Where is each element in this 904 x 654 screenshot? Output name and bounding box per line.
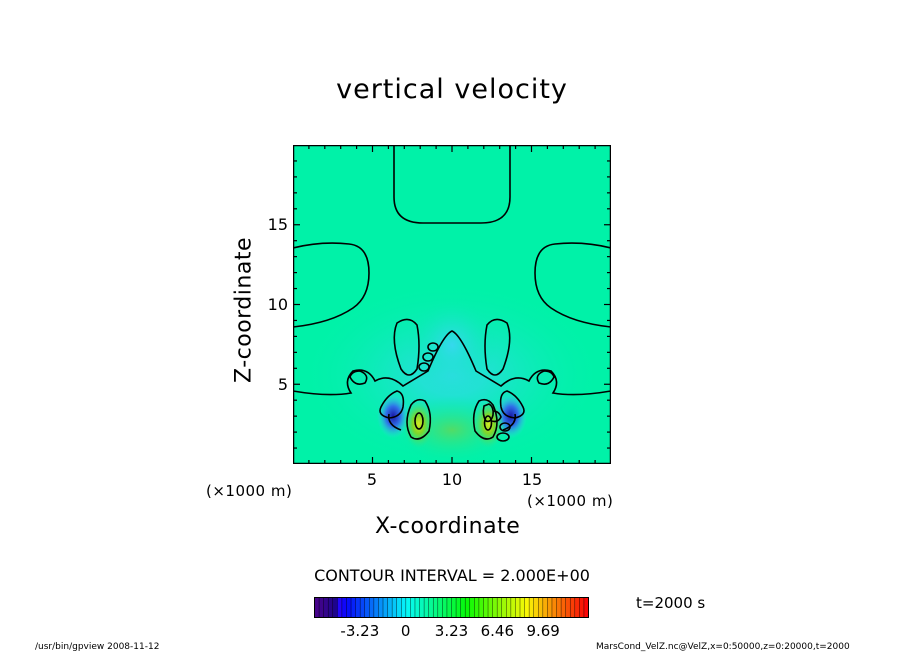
colorbar-cell [574, 597, 580, 618]
colorbar-cell [469, 597, 475, 618]
x-axis-label: X-coordinate [375, 514, 521, 539]
colorbar-cell [323, 597, 329, 618]
colorbar [314, 597, 589, 618]
chart-title: vertical velocity [336, 74, 568, 105]
colorbar-cell [583, 597, 589, 618]
colorbar-cell [328, 597, 334, 618]
colorbar-cell [547, 597, 553, 618]
colorbar-cell [428, 597, 434, 618]
footer-left: /usr/bin/gpview 2008-11-12 [35, 642, 160, 652]
colorbar-tick-label: 0 [400, 622, 411, 640]
x-tick-label: 15 [521, 470, 543, 489]
x-tick-label: 10 [441, 470, 463, 489]
contour-lines [293, 145, 611, 442]
colorbar-cell [446, 597, 452, 618]
colorbar-cell [483, 597, 489, 618]
x-tick-label: 5 [366, 470, 378, 489]
colorbar-cell [405, 597, 411, 618]
colorbar-cell [510, 597, 516, 618]
colorbar-cell [565, 597, 571, 618]
colorbar-cell [529, 597, 535, 618]
downdraft-core [377, 394, 410, 439]
colorbar-cell [561, 597, 567, 618]
colorbar-cell [456, 597, 462, 618]
colorbar-cell [437, 597, 443, 618]
colorbar-tick-label: 3.23 [434, 622, 469, 640]
y-axis-label: Z-coordinate [231, 237, 257, 383]
colorbar-cell [319, 597, 325, 618]
plot-area [293, 145, 611, 464]
axis-ticks [293, 145, 611, 464]
colorbar-cell [524, 597, 530, 618]
colorbar-cell [506, 597, 512, 618]
y-tick-label: 10 [267, 295, 288, 314]
colorbar-cell [442, 597, 448, 618]
feature-layer [297, 280, 607, 464]
colorbar-cell [533, 597, 539, 618]
colorbar-cell [392, 597, 398, 618]
colorbar-cell [488, 597, 494, 618]
colorbar-cells [314, 597, 589, 618]
colorbar-cell [501, 597, 507, 618]
colorbar-cell [419, 597, 425, 618]
colorbar-cell [520, 597, 526, 618]
colorbar-cell [515, 597, 521, 618]
colorbar-cell [355, 597, 361, 618]
colorbar-cell [474, 597, 480, 618]
colorbar-cell [492, 597, 498, 618]
colorbar-cell [383, 597, 389, 618]
colorbar-cell [373, 597, 379, 618]
cyan-region [407, 295, 497, 395]
colorbar-cell [364, 597, 370, 618]
colorbar-tick-label: 9.69 [526, 622, 560, 640]
colorbar-cell [396, 597, 402, 618]
colorbar-cell [433, 597, 439, 618]
colorbar-cell [551, 597, 558, 618]
colorbar-cell [346, 597, 352, 618]
colorbar-cell [556, 597, 562, 618]
colorbar-tick-label: -3.23 [340, 622, 380, 640]
colorbar-cell [360, 597, 366, 618]
colorbar-cell [378, 597, 384, 618]
colorbar-cell [497, 597, 503, 618]
y-unit-label: (×1000 m) [206, 482, 293, 500]
footer-right: MarsCond_VelZ.nc@VelZ,x=0:50000,z=0:2000… [596, 642, 850, 652]
colorbar-cell [332, 597, 338, 618]
y-tick-label: 5 [277, 375, 288, 394]
colorbar-cell [570, 597, 576, 618]
y-tick-label: 15 [267, 215, 288, 234]
colorbar-cell [478, 597, 484, 618]
colorbar-cell [337, 597, 343, 618]
colorbar-cell [314, 597, 320, 618]
colorbar-tick-label: 6.46 [480, 622, 515, 640]
colorbar-cell [465, 597, 471, 618]
updraft-core [403, 400, 434, 449]
colorbar-cell [538, 597, 544, 618]
x-unit-label: (×1000 m) [527, 492, 614, 510]
colorbar-cell [424, 597, 430, 618]
colorbar-cell [410, 597, 416, 618]
colorbar-cell [369, 597, 375, 618]
colorbar-cell [542, 597, 548, 618]
colorbar-cell [387, 597, 393, 618]
contour-interval-text: CONTOUR INTERVAL = 2.000E+00 [314, 566, 590, 585]
colorbar-cell [414, 597, 421, 618]
colorbar-cell [341, 597, 347, 618]
colorbar-cell [401, 597, 407, 618]
colorbar-cell [451, 597, 457, 618]
colorbar-cell [351, 597, 357, 618]
time-label: t=2000 s [636, 594, 706, 612]
colorbar-cell [579, 597, 585, 618]
colorbar-frame [314, 597, 589, 618]
colorbar-cell [460, 597, 466, 618]
